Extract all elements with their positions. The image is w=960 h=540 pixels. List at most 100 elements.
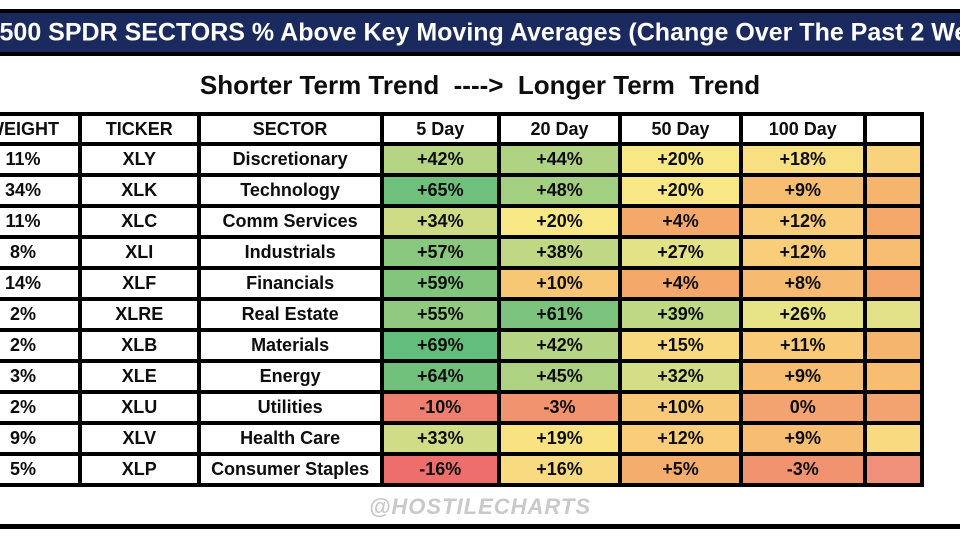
table-row-xlf: 14% XLF Financials +59% +10% +4% +8% <box>0 266 925 301</box>
sector-cell: Financials <box>196 266 384 301</box>
title-bar: S&P 500 SPDR SECTORS % Above Key Moving … <box>0 9 960 56</box>
overflow-cell <box>862 173 925 208</box>
column-header-ticker: TICKER <box>77 112 201 146</box>
page-title: S&P 500 SPDR SECTORS % Above Key Moving … <box>0 18 960 46</box>
overflow-cell <box>862 421 925 456</box>
value-cell-100-day: +9% <box>738 359 867 394</box>
sector-cell: Comm Services <box>196 204 384 239</box>
overflow-cell <box>862 204 925 239</box>
column-header-weight: WEIGHT <box>0 112 82 146</box>
ticker-cell: XLI <box>77 235 201 270</box>
value-cell-5-day: +59% <box>379 266 502 301</box>
value-cell-100-day: +12% <box>738 204 867 239</box>
value-cell-20-day: +19% <box>497 421 622 456</box>
value-cell-50-day: +15% <box>617 328 743 363</box>
table-body: 11% XLY Discretionary +42% +44% +20% +18% 34% XL… <box>0 142 925 487</box>
value-cell-50-day: +39% <box>617 297 743 332</box>
table-row-xlu: 2% XLU Utilities -10% -3% +10% 0% <box>0 390 925 425</box>
column-header-sector: SECTOR <box>196 112 384 146</box>
table-row-xlp: 5% XLP Consumer Staples -16% +16% +5% -3% <box>0 452 925 487</box>
weight-cell: 2% <box>0 328 82 363</box>
sector-cell: Energy <box>196 359 384 394</box>
table-row-xli: 8% XLI Industrials +57% +38% +27% +12% <box>0 235 925 270</box>
sector-cell: Materials <box>196 328 384 363</box>
table-row-xlk: 34% XLK Technology +65% +48% +20% +9% <box>0 173 925 208</box>
weight-cell: 11% <box>0 142 82 177</box>
column-header-20-day: 20 Day <box>497 112 622 146</box>
value-cell-5-day: -10% <box>379 390 502 425</box>
ticker-cell: XLF <box>77 266 201 301</box>
sector-cell: Industrials <box>196 235 384 270</box>
value-cell-50-day: +4% <box>617 204 743 239</box>
watermark-handle: @HOSTILECHARTS <box>368 494 592 519</box>
sector-cell: Health Care <box>196 421 384 456</box>
table-row-xlc: 11% XLC Comm Services +34% +20% +4% +12% <box>0 204 925 239</box>
value-cell-20-day: +10% <box>497 266 622 301</box>
value-cell-100-day: +8% <box>738 266 867 301</box>
value-cell-20-day: +44% <box>497 142 622 177</box>
value-cell-5-day: +55% <box>379 297 502 332</box>
column-header-5-day: 5 Day <box>379 112 502 146</box>
ticker-cell: XLC <box>77 204 201 239</box>
value-cell-100-day: +12% <box>738 235 867 270</box>
weight-cell: 11% <box>0 204 82 239</box>
value-cell-20-day: +38% <box>497 235 622 270</box>
weight-cell: 2% <box>0 390 82 425</box>
value-cell-20-day: -3% <box>497 390 622 425</box>
sector-cell: Consumer Staples <box>196 452 384 487</box>
value-cell-100-day: +26% <box>738 297 867 332</box>
overflow-cell <box>862 142 925 177</box>
weight-cell: 34% <box>0 173 82 208</box>
column-header-100-day: 100 Day <box>738 112 867 146</box>
weight-cell: 14% <box>0 266 82 301</box>
ticker-cell: XLV <box>77 421 201 456</box>
value-cell-5-day: +64% <box>379 359 502 394</box>
value-cell-5-day: +57% <box>379 235 502 270</box>
ticker-cell: XLP <box>77 452 201 487</box>
value-cell-100-day: 0% <box>738 390 867 425</box>
weight-cell: 5% <box>0 452 82 487</box>
ticker-cell: XLRE <box>77 297 201 332</box>
value-cell-50-day: +10% <box>617 390 743 425</box>
value-cell-5-day: -16% <box>379 452 502 487</box>
value-cell-50-day: +5% <box>617 452 743 487</box>
table-row-xlv: 9% XLV Health Care +33% +19% +12% +9% <box>0 421 925 456</box>
ticker-cell: XLU <box>77 390 201 425</box>
table-row-xly: 11% XLY Discretionary +42% +44% +20% +18% <box>0 142 925 177</box>
value-cell-100-day: -3% <box>738 452 867 487</box>
value-cell-50-day: +12% <box>617 421 743 456</box>
value-cell-5-day: +34% <box>379 204 502 239</box>
sector-cell: Technology <box>196 173 384 208</box>
table-row-xlb: 2% XLB Materials +69% +42% +15% +11% <box>0 328 925 363</box>
overflow-cell <box>862 359 925 394</box>
value-cell-5-day: +65% <box>379 173 502 208</box>
ticker-cell: XLE <box>77 359 201 394</box>
sector-cell: Utilities <box>196 390 384 425</box>
weight-cell: 8% <box>0 235 82 270</box>
sector-cell: Real Estate <box>196 297 384 332</box>
table-row-xle: 3% XLE Energy +64% +45% +32% +9% <box>0 359 925 394</box>
value-cell-50-day: +27% <box>617 235 743 270</box>
column-header-overflow <box>862 112 925 146</box>
value-cell-50-day: +20% <box>617 142 743 177</box>
overflow-cell <box>862 266 925 301</box>
value-cell-100-day: +9% <box>738 421 867 456</box>
value-cell-20-day: +20% <box>497 204 622 239</box>
weight-cell: 9% <box>0 421 82 456</box>
value-cell-20-day: +48% <box>497 173 622 208</box>
weight-cell: 3% <box>0 359 82 394</box>
value-cell-100-day: +9% <box>738 173 867 208</box>
value-cell-20-day: +61% <box>497 297 622 332</box>
overflow-cell <box>862 297 925 332</box>
value-cell-100-day: +11% <box>738 328 867 363</box>
bottom-divider <box>0 524 960 529</box>
value-cell-50-day: +4% <box>617 266 743 301</box>
overflow-cell <box>862 390 925 425</box>
weight-cell: 2% <box>0 297 82 332</box>
value-cell-20-day: +45% <box>497 359 622 394</box>
overflow-cell <box>862 328 925 363</box>
value-cell-50-day: +20% <box>617 173 743 208</box>
